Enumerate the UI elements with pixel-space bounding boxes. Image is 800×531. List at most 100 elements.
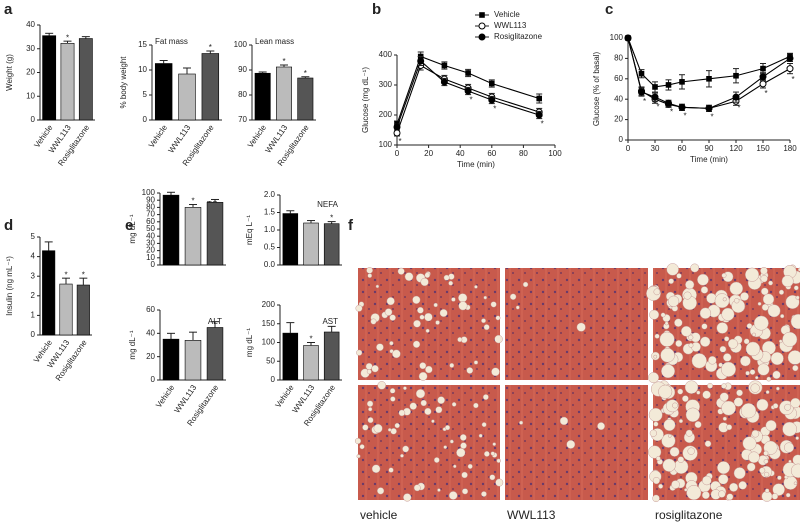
y-tick-label: 20	[146, 246, 155, 255]
lipid-droplet	[473, 360, 479, 365]
lipid-droplet	[676, 273, 682, 279]
lipid-droplet	[760, 267, 768, 275]
lipid-droplet	[781, 275, 794, 288]
lipid-droplet	[484, 451, 490, 457]
y-tick-label: 80	[238, 90, 247, 99]
bar	[184, 340, 202, 381]
lipid-droplet	[663, 418, 676, 431]
lipid-droplet	[649, 429, 657, 437]
lipid-droplet	[367, 417, 374, 424]
lipid-droplet	[745, 267, 760, 282]
data-point	[440, 78, 448, 86]
y-tick-label: 100	[262, 338, 276, 347]
lipid-droplet	[418, 371, 428, 381]
lipid-droplet	[668, 295, 680, 307]
lipid-droplet	[648, 445, 662, 459]
lipid-droplet	[392, 349, 401, 359]
y-tick-label: 0	[143, 115, 148, 124]
data-point	[393, 123, 401, 131]
x-tick-label: 20	[424, 149, 433, 158]
lipid-droplet	[734, 298, 740, 304]
lipid-droplet	[420, 399, 427, 407]
y-axis-label: mg dL⁻¹	[128, 214, 137, 243]
lipid-droplet	[424, 312, 433, 322]
lipid-droplet	[367, 273, 373, 278]
lipid-droplet	[721, 272, 727, 278]
y-tick-label: 10	[146, 253, 155, 262]
lipid-droplet	[765, 390, 770, 394]
significance: *	[670, 107, 673, 116]
lipid-droplet	[389, 388, 396, 394]
y-tick-label: 5	[31, 232, 36, 241]
lipid-droplet	[702, 475, 712, 486]
lipid-droplet	[474, 285, 478, 289]
lipid-droplet	[652, 477, 660, 485]
data-point	[638, 88, 645, 96]
y-tick-label: 0.5	[264, 243, 276, 252]
bar	[206, 327, 224, 381]
lipid-droplet	[400, 453, 404, 458]
lipid-droplet	[718, 474, 729, 485]
y-tick-label: 40	[26, 20, 35, 29]
bar	[76, 284, 90, 336]
lipid-droplet	[661, 433, 676, 448]
lipid-droplet	[467, 463, 473, 469]
y-tick-label: 200	[262, 300, 276, 309]
lipid-droplet	[366, 267, 373, 274]
y-tick-label: 70	[146, 210, 155, 219]
significance: *	[304, 69, 307, 78]
lipid-droplet	[708, 355, 717, 365]
lipid-droplet	[767, 304, 781, 318]
data-point	[678, 103, 686, 111]
y-tick-label: 400	[379, 50, 393, 59]
lipid-droplet	[659, 331, 675, 347]
lipid-droplet	[684, 380, 699, 394]
lipid-droplet	[707, 382, 713, 389]
significance: *	[710, 113, 713, 122]
data-point	[679, 79, 685, 85]
bar	[42, 250, 56, 336]
significance: *	[282, 57, 285, 66]
y-axis-label: mg dL⁻¹	[128, 330, 137, 359]
lipid-droplet	[721, 400, 736, 416]
lipid-droplet	[685, 407, 701, 422]
bar	[303, 222, 319, 266]
lipid-droplet	[750, 383, 760, 393]
y-tick-label: 20	[146, 352, 155, 361]
lipid-droplet	[685, 280, 695, 290]
lipid-droplet	[675, 340, 683, 347]
lipid-droplet	[576, 322, 586, 332]
bar	[282, 213, 299, 266]
lipid-droplet	[793, 285, 799, 291]
histology-caption: vehicle	[360, 508, 398, 522]
lipid-droplet	[795, 436, 800, 440]
y-tick-label: 50	[266, 356, 275, 365]
significance: *	[330, 214, 333, 223]
lipid-droplet	[412, 295, 421, 304]
lipid-droplet	[413, 484, 421, 492]
lipid-droplet	[481, 422, 487, 428]
y-tick-label: 20	[614, 115, 623, 124]
y-tick-label: 2.0	[264, 190, 276, 199]
legend-label: WWL113	[494, 21, 527, 30]
data-point	[706, 76, 712, 82]
bar	[282, 332, 299, 381]
significance: *	[764, 89, 767, 98]
lipid-droplet	[456, 448, 466, 458]
lipid-droplet	[377, 487, 385, 495]
x-tick-label: 60	[678, 144, 687, 153]
lipid-droplet	[740, 403, 757, 419]
lipid-droplet	[389, 341, 394, 346]
series-line	[396, 55, 540, 125]
data-point	[441, 62, 448, 69]
y-tick-label: 60	[146, 305, 155, 314]
significance: *	[683, 112, 686, 121]
lipid-droplet	[751, 332, 756, 337]
series-line	[396, 60, 540, 128]
lipid-droplet	[724, 336, 730, 342]
bar	[276, 66, 292, 121]
bar	[303, 345, 319, 381]
x-tick-label: 30	[651, 144, 660, 153]
lipid-droplet	[496, 458, 501, 463]
x-tick-label: 150	[756, 144, 770, 153]
